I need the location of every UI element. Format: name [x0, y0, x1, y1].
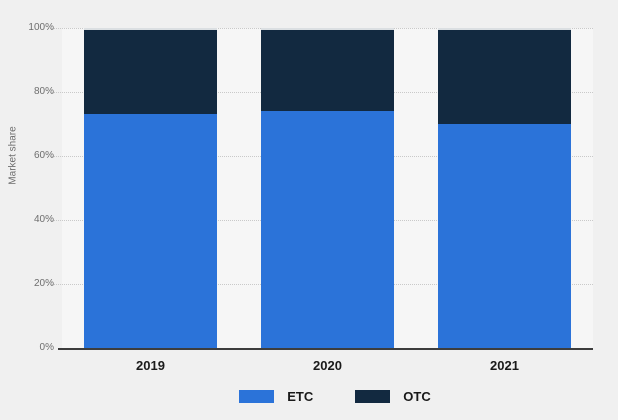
bar-segment-ETC-2021[interactable] — [438, 124, 571, 348]
x-label-2020: 2020 — [313, 358, 342, 373]
y-tick-100%: 100% — [28, 22, 54, 33]
legend-label-OTC: OTC — [403, 389, 431, 404]
legend-item-OTC[interactable]: OTC — [355, 389, 431, 404]
x-label-2021: 2021 — [490, 358, 519, 373]
bar-segment-OTC-2020[interactable] — [261, 28, 394, 112]
bar-segment-ETC-2019[interactable] — [84, 114, 217, 348]
legend-swatch-OTC — [355, 390, 391, 403]
x-axis-line — [58, 348, 593, 350]
x-label-2019: 2019 — [136, 358, 165, 373]
bar-segment-OTC-2021[interactable] — [438, 28, 571, 124]
bar-segment-OTC-2019[interactable] — [84, 28, 217, 115]
legend: ETC OTC — [0, 389, 618, 404]
legend-swatch-ETC — [239, 390, 275, 403]
y-tick-0%: 0% — [39, 342, 54, 353]
y-tick-40%: 40% — [33, 214, 54, 225]
y-tick-80%: 80% — [33, 86, 54, 97]
legend-label-ETC: ETC — [287, 389, 314, 404]
y-tick-60%: 60% — [33, 150, 54, 161]
legend-item-ETC[interactable]: ETC — [239, 389, 313, 404]
bar-segment-ETC-2020[interactable] — [261, 111, 394, 348]
y-tick-20%: 20% — [33, 278, 54, 289]
